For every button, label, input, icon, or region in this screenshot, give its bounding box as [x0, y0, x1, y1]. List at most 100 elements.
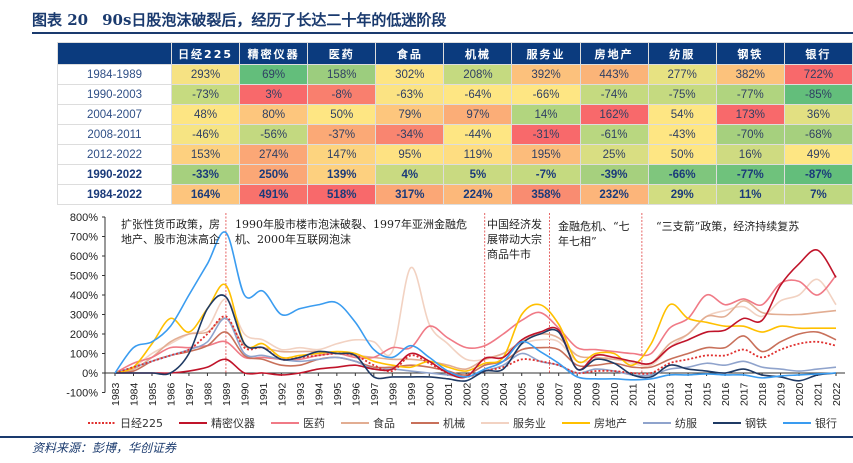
- return-cell: 293%: [171, 65, 240, 84]
- return-cell: -63%: [376, 85, 444, 104]
- return-cell: -56%: [240, 125, 308, 144]
- column-header: 服务业: [512, 43, 580, 64]
- y-tick-label: 500%: [70, 271, 98, 283]
- x-tick-label: 1996: [350, 382, 362, 406]
- x-tick-label: 1993: [295, 382, 307, 406]
- annotation-china-boom: 中国经济发展带动大宗商品牛市: [487, 218, 542, 261]
- period-label: 2012-2022: [58, 145, 171, 164]
- x-tick-label: 2009: [591, 382, 603, 406]
- legend-label: 服务业: [513, 417, 546, 430]
- return-cell: -64%: [444, 85, 512, 104]
- return-cell: 49%: [784, 145, 852, 164]
- return-cell: 274%: [240, 145, 308, 164]
- return-cell: 95%: [376, 145, 444, 164]
- line-chart: -100% 0% 100% 200% 300% 400% 500% 600% 700% 800% 1…: [0, 205, 853, 435]
- series-line-8: [115, 294, 837, 382]
- y-tick-label: 100%: [70, 349, 98, 361]
- figure-number: 图表 20: [32, 11, 89, 29]
- x-tick-label: 2002: [461, 382, 473, 406]
- return-cell: 50%: [308, 105, 376, 124]
- return-cell: 3%: [240, 85, 308, 104]
- return-cell: 16%: [716, 145, 784, 164]
- table-row: 1984-1989 293% 69% 158% 302% 208% 392% 443% 277%…: [58, 65, 852, 84]
- legend-label: 纺服: [675, 416, 697, 430]
- return-cell: 173%: [716, 105, 784, 124]
- x-tick-label: 1987: [184, 382, 196, 406]
- return-cell: -7%: [512, 165, 580, 184]
- return-cell: -74%: [580, 85, 648, 104]
- return-cell: 97%: [444, 105, 512, 124]
- x-tick-label: 1995: [332, 382, 344, 406]
- table-row: 1984-2022 164% 491% 518% 317% 224% 358% 232% 29%…: [58, 185, 852, 204]
- x-tick-label: 2013: [665, 382, 677, 406]
- return-cell: -8%: [308, 85, 376, 104]
- return-cell: -43%: [648, 125, 716, 144]
- source-note: 资料来源：彭博，华创证券: [32, 441, 177, 455]
- period-label: 2008-2011: [58, 125, 171, 144]
- legend-label: 精密仪器: [211, 416, 255, 430]
- return-cell: -66%: [648, 165, 716, 184]
- series-line-1: [115, 249, 837, 379]
- x-tick-label: 1992: [276, 382, 288, 406]
- x-tick-label: 2022: [831, 382, 843, 406]
- x-tick-label: 1984: [128, 382, 140, 406]
- x-tick-label: 1998: [387, 382, 399, 406]
- return-cell: 153%: [171, 145, 240, 164]
- return-cell: 139%: [308, 165, 376, 184]
- return-cell: -68%: [784, 125, 852, 144]
- annotation-financial-crisis: 金融危机、“七年七相”: [558, 220, 630, 248]
- column-header: 医药: [308, 43, 376, 64]
- y-tick-label: 200%: [70, 329, 98, 341]
- x-tick-label: 2008: [572, 382, 584, 406]
- legend-label: 医药: [303, 417, 325, 430]
- x-tick-label: 1991: [258, 382, 270, 406]
- series-line-2: [114, 274, 837, 374]
- return-cell: -70%: [716, 125, 784, 144]
- footer-rule: [0, 436, 853, 438]
- x-tick-label: 2010: [609, 382, 621, 406]
- x-tick-label: 2003: [480, 382, 492, 406]
- x-tick-label: 1990: [239, 382, 251, 406]
- y-tick-label: 800%: [70, 212, 98, 224]
- return-cell: -73%: [171, 85, 240, 104]
- x-tick-label: 1989: [221, 382, 233, 406]
- return-cell: -77%: [716, 85, 784, 104]
- period-label: 1990-2022: [58, 165, 171, 184]
- x-tick-label: 1997: [369, 382, 381, 406]
- return-cell: -33%: [171, 165, 240, 184]
- x-tick-label: 1985: [147, 382, 159, 406]
- column-header: 食品: [376, 43, 444, 64]
- return-cell: -85%: [784, 85, 852, 104]
- column-header: 日经225: [171, 43, 240, 64]
- table-row: 2008-2011 -46% -56% -37% -34% -44% -31% -61% -43…: [58, 125, 852, 144]
- x-tick-label: 2021: [813, 382, 825, 406]
- x-tick-label: 2000: [424, 382, 436, 406]
- annotation-bubble-burst: 1990年股市楼市泡沫破裂、1997年亚洲金融危机、2000年互联网泡沫: [235, 218, 467, 246]
- x-tick-label: 1994: [313, 382, 325, 406]
- y-tick-label: 0%: [82, 368, 98, 380]
- series-line-9: [114, 231, 837, 381]
- x-tick-label: 2005: [517, 382, 529, 406]
- x-tick-label: 2017: [739, 382, 751, 406]
- series-line-0: [114, 315, 837, 378]
- x-tick-label: 2020: [794, 382, 806, 406]
- return-cell: 392%: [512, 65, 580, 84]
- return-cell: 443%: [580, 65, 648, 84]
- column-header: 银行: [784, 43, 852, 64]
- y-tick-label: 400%: [70, 290, 98, 302]
- return-cell: 50%: [648, 145, 716, 164]
- legend-label: 日经225: [120, 417, 163, 430]
- return-cell: -61%: [580, 125, 648, 144]
- x-tick-label: 2004: [498, 382, 510, 406]
- x-tick-label: 1983: [110, 382, 122, 406]
- period-label: 2004-2007: [58, 105, 171, 124]
- x-tick-label: 2001: [443, 382, 455, 406]
- table-row: 2012-2022 153% 274% 147% 95% 119% 195% 25% 50% 16…: [58, 145, 852, 164]
- return-cell: -77%: [716, 165, 784, 184]
- return-cell: 119%: [444, 145, 512, 164]
- period-label: 1984-2022: [58, 185, 171, 204]
- return-cell: 14%: [512, 105, 580, 124]
- returns-table: 日经225 精密仪器 医药 食品 机械 服务业 房地产 纺服 钢铁 银行 1984-1989 293…: [57, 42, 853, 205]
- figure-title-text: 90s日股泡沫破裂后，经历了长达二十年的低迷阶段: [102, 11, 447, 29]
- return-cell: 164%: [171, 185, 240, 204]
